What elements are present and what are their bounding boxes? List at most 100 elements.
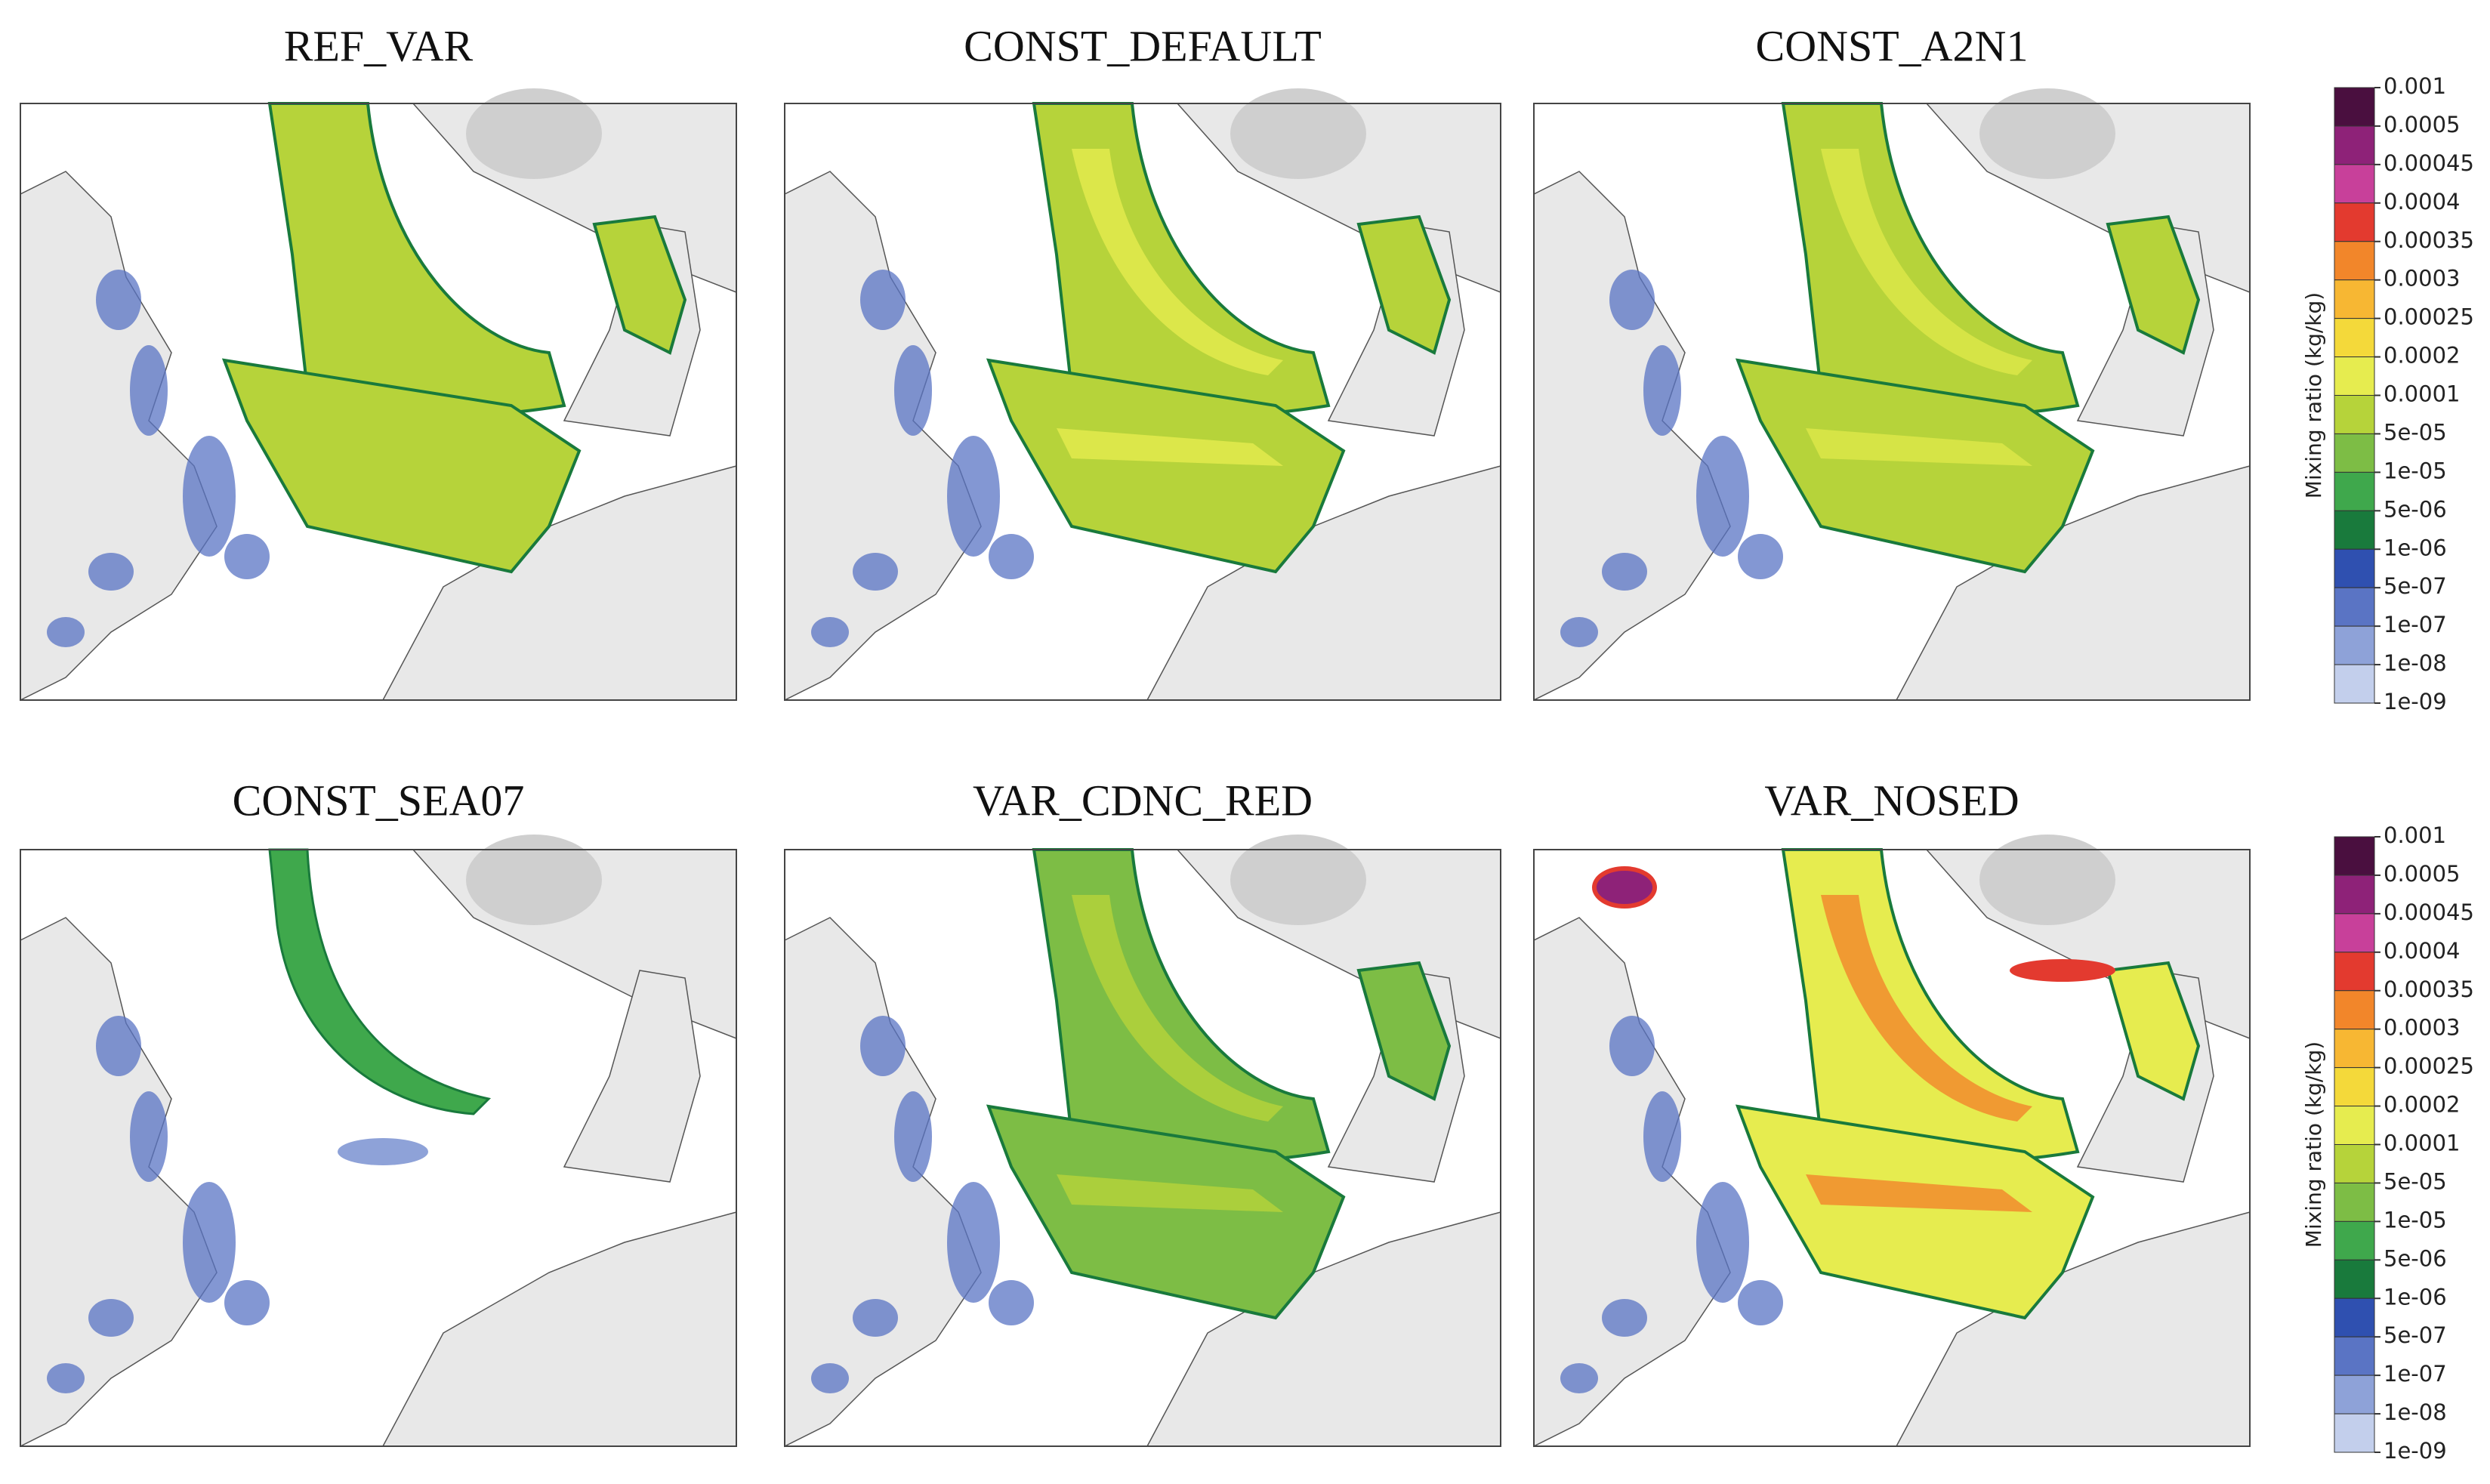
cloud-patch [853, 1299, 898, 1337]
cloud-patch [183, 1182, 236, 1303]
colorbar-bin [2334, 87, 2375, 127]
colorbar-tick-label: 1e-09 [2384, 1438, 2447, 1464]
panel-frame [784, 849, 1501, 1447]
plume [1356, 214, 1452, 355]
cloud-patch [183, 436, 236, 557]
map-panel [784, 88, 1501, 702]
plume-core [1072, 149, 1283, 375]
colorbar-bin [2334, 318, 2375, 358]
colorbar-bin [2334, 395, 2375, 434]
cloud-patch [1602, 553, 1647, 591]
colorbar-bin [2334, 1106, 2375, 1145]
cloud-patch [224, 1280, 270, 1325]
panel-title: CONST_DEFAULT [964, 21, 1322, 70]
colorbar-tick-label: 1e-08 [2384, 650, 2447, 676]
panel-frame [20, 103, 737, 701]
colorbar-bin [2334, 836, 2375, 876]
cloud-patch [224, 534, 270, 579]
colorbar-tick-label: 5e-05 [2384, 1168, 2447, 1194]
hotspot [1592, 866, 1657, 909]
land [563, 970, 701, 1183]
cloud-patch [894, 1091, 932, 1182]
colorbar-bin [2334, 625, 2375, 665]
colorbar-tick-label: 0.0002 [2384, 1092, 2460, 1118]
colorbar-bin [2334, 279, 2375, 319]
cloud-patch [96, 1016, 141, 1076]
plume [1735, 358, 2095, 574]
colorbar-tick-label: 1e-09 [2384, 689, 2447, 714]
colorbar-bin [2334, 1144, 2375, 1183]
plume-core [1057, 1174, 1283, 1212]
colorbar-tick-label: 1e-05 [2384, 1207, 2447, 1233]
cloud-patch [1643, 345, 1681, 436]
colorbar-tick-label: 0.0002 [2384, 343, 2460, 369]
cloud-patch [811, 617, 849, 647]
colorbar-bin [2334, 202, 2375, 242]
colorbar-tick-label: 0.0001 [2384, 381, 2460, 407]
cloud-patch [47, 617, 85, 647]
cloud-patch [88, 1299, 134, 1337]
colorbar-tick-label: 0.0005 [2384, 112, 2460, 137]
colorbar-bin [2334, 471, 2375, 511]
colorbar-bin [2334, 1182, 2375, 1222]
highland [466, 88, 602, 179]
colorbar-tick-label: 1e-08 [2384, 1399, 2447, 1425]
colorbar-tick-label: 5e-07 [2384, 1322, 2447, 1348]
cloud-patch [1643, 1091, 1681, 1182]
cloud-patch [338, 1138, 428, 1165]
colorbar-tick-label: 1e-06 [2384, 535, 2447, 560]
colorbar-tick-label: 0.0004 [2384, 189, 2460, 214]
cloud-patch [860, 1016, 906, 1076]
plume [986, 1104, 1346, 1320]
colorbar-bin [2334, 913, 2375, 953]
colorbar-bin [2334, 587, 2375, 627]
panel-frame [1533, 103, 2251, 701]
plume-core [1057, 428, 1283, 466]
colorbar-bin [2334, 1297, 2375, 1337]
plume-core [1821, 149, 2032, 375]
cloud-patch [96, 270, 141, 330]
map-panel [20, 835, 737, 1448]
panel-frame [1533, 849, 2251, 1447]
panel-title: CONST_SEA07 [233, 776, 525, 825]
plume [221, 358, 582, 574]
colorbar-bin [2334, 241, 2375, 281]
panel-frame [20, 849, 737, 1447]
plume-core [1072, 895, 1283, 1121]
colorbar-tick-label: 0.00025 [2384, 1054, 2474, 1079]
cloud-patch [1609, 270, 1655, 330]
colorbar-tick-label: 0.0004 [2384, 938, 2460, 964]
colorbar-bin [2334, 433, 2375, 473]
cloud-patch [947, 436, 1000, 557]
colorbar-tick-label: 1e-06 [2384, 1284, 2447, 1310]
cloud-patch [130, 1091, 168, 1182]
map-panel [20, 88, 737, 702]
colorbar-bin [2334, 875, 2375, 915]
highland [1979, 88, 2115, 179]
colorbar-bin [2334, 1029, 2375, 1069]
colorbar-label: Mixing ratio (kg/kg) [2301, 1041, 2326, 1248]
highland [1979, 835, 2115, 925]
colorbar-bin [2334, 125, 2375, 165]
cloud-patch [1696, 1182, 1749, 1303]
plume [2106, 214, 2201, 355]
panel-title: CONST_A2N1 [1756, 21, 2029, 70]
cloud-patch [1609, 1016, 1655, 1076]
colorbar-bin [2334, 952, 2375, 992]
cloud-patch [860, 270, 906, 330]
plume [1356, 961, 1452, 1101]
plume-core [1806, 1174, 2032, 1212]
colorbar-bin [2334, 990, 2375, 1030]
cloud-patch [1696, 436, 1749, 557]
plume [986, 358, 1346, 574]
cloud-patch [47, 1363, 85, 1393]
colorbar-label: Mixing ratio (kg/kg) [2301, 292, 2326, 498]
cloud-patch [1560, 617, 1598, 647]
colorbar-tick-label: 0.00045 [2384, 899, 2474, 925]
plume [1735, 1104, 2095, 1320]
panel-title: VAR_NOSED [1764, 776, 2019, 825]
colorbar-tick-label: 0.00045 [2384, 150, 2474, 176]
map-panel [784, 835, 1501, 1448]
colorbar-bin [2334, 356, 2375, 396]
